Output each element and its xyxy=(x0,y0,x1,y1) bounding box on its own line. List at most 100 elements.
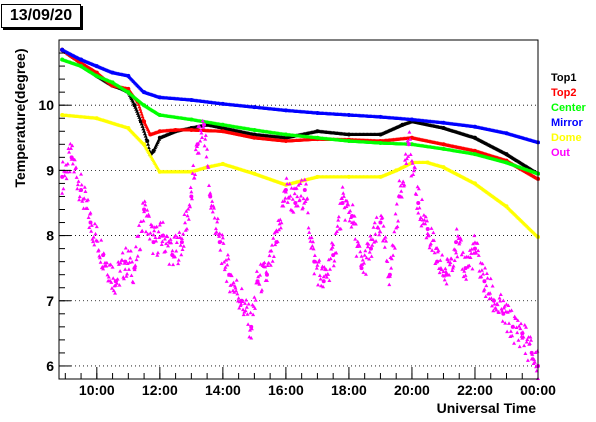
data-marker xyxy=(435,246,440,250)
data-marker xyxy=(187,202,192,207)
data-marker xyxy=(137,223,142,227)
data-marker xyxy=(147,236,152,241)
data-marker xyxy=(146,145,151,150)
data-marker xyxy=(273,242,278,247)
data-point xyxy=(60,174,65,179)
data-marker xyxy=(139,121,144,126)
data-marker xyxy=(225,262,230,267)
data-marker xyxy=(317,273,322,278)
data-marker xyxy=(305,196,310,200)
data-point xyxy=(340,200,345,205)
data-marker xyxy=(232,290,237,294)
data-point xyxy=(293,200,298,205)
data-marker xyxy=(93,231,98,236)
data-marker xyxy=(348,208,353,213)
data-point xyxy=(151,240,156,245)
data-marker xyxy=(111,276,116,280)
data-marker xyxy=(160,220,165,224)
data-marker xyxy=(514,325,519,329)
data-marker xyxy=(61,186,66,191)
data-marker xyxy=(214,229,219,234)
data-point xyxy=(416,200,421,205)
data-marker xyxy=(359,254,364,258)
data-marker xyxy=(270,259,275,263)
data-marker xyxy=(495,302,500,307)
data-marker xyxy=(181,231,186,236)
data-marker xyxy=(155,250,160,255)
data-marker xyxy=(157,222,162,227)
data-marker xyxy=(271,254,276,258)
data-marker xyxy=(438,258,443,262)
data-marker xyxy=(515,318,520,322)
data-marker xyxy=(141,218,146,223)
date-label: 13/09/20 xyxy=(1,4,81,28)
data-marker xyxy=(535,349,540,353)
data-marker xyxy=(67,169,72,174)
data-marker xyxy=(528,335,533,339)
data-marker xyxy=(225,252,230,257)
data-marker xyxy=(488,291,493,295)
data-marker xyxy=(483,294,488,298)
data-marker xyxy=(508,329,513,333)
data-marker xyxy=(378,229,383,234)
data-marker xyxy=(241,307,246,312)
data-marker xyxy=(449,256,454,261)
data-marker xyxy=(79,182,84,187)
data-marker xyxy=(364,255,369,260)
data-marker xyxy=(229,273,234,278)
data-marker xyxy=(160,239,165,244)
data-marker xyxy=(431,230,436,235)
data-marker xyxy=(244,305,249,309)
data-marker xyxy=(404,161,409,166)
data-marker xyxy=(143,202,148,207)
data-marker xyxy=(471,241,476,246)
data-marker xyxy=(185,213,190,218)
data-point xyxy=(302,187,307,192)
data-marker xyxy=(163,249,168,253)
data-marker xyxy=(128,256,133,260)
data-marker xyxy=(481,272,486,276)
data-marker xyxy=(72,169,77,174)
data-marker xyxy=(391,243,396,248)
data-marker xyxy=(236,296,241,300)
y-tick-label: 6 xyxy=(46,358,54,374)
data-marker xyxy=(490,283,495,288)
data-marker xyxy=(143,134,148,138)
data-marker xyxy=(448,260,453,265)
data-marker xyxy=(367,250,372,254)
data-marker xyxy=(120,250,125,255)
data-marker xyxy=(218,239,223,243)
data-marker xyxy=(169,240,174,245)
data-marker xyxy=(120,257,125,262)
data-marker xyxy=(278,217,283,222)
data-marker xyxy=(507,321,512,325)
data-marker xyxy=(527,341,532,345)
data-marker xyxy=(210,209,215,214)
data-marker xyxy=(186,217,191,221)
data-marker xyxy=(502,304,507,308)
data-marker xyxy=(106,274,111,279)
data-marker xyxy=(124,274,129,278)
legend-top1: Top1 xyxy=(551,72,576,84)
data-marker xyxy=(150,223,155,228)
data-marker xyxy=(144,136,149,141)
x-tick-label: 12:00 xyxy=(142,382,178,398)
data-point xyxy=(472,246,477,251)
data-marker xyxy=(79,172,84,176)
data-marker xyxy=(278,225,283,230)
data-marker xyxy=(76,179,81,183)
data-marker xyxy=(324,267,329,272)
data-marker xyxy=(90,237,95,241)
data-marker xyxy=(491,308,496,313)
data-marker xyxy=(326,257,331,262)
data-marker xyxy=(281,204,286,208)
data-marker xyxy=(376,226,381,230)
data-marker xyxy=(358,249,363,254)
data-marker xyxy=(169,251,174,256)
data-marker xyxy=(322,265,327,269)
data-marker xyxy=(459,237,464,242)
data-marker xyxy=(300,205,305,210)
y-tick-label: 9 xyxy=(46,162,54,178)
data-marker xyxy=(297,197,302,202)
data-marker xyxy=(418,217,423,221)
